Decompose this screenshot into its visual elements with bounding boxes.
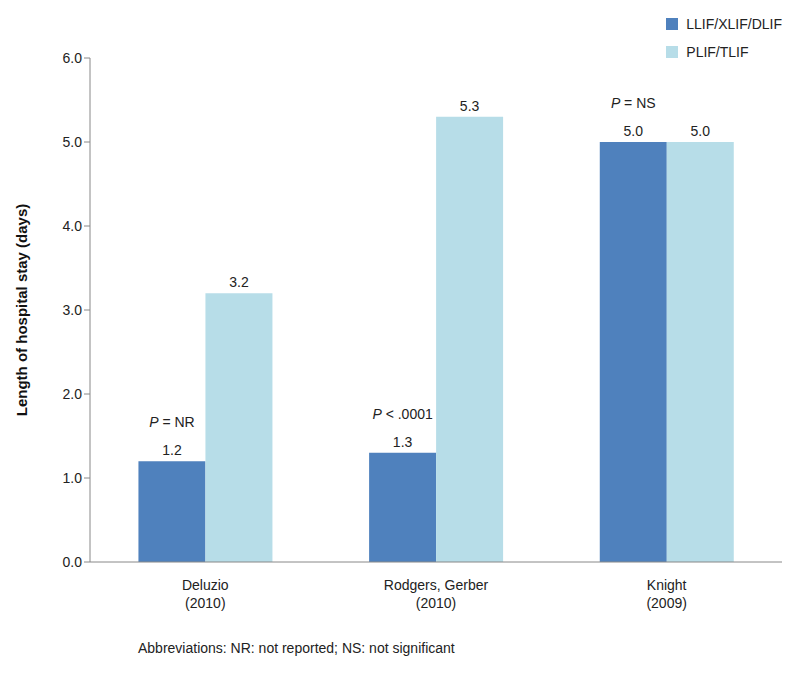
svg-text:Deluzio(2010): Deluzio(2010) bbox=[182, 577, 229, 611]
svg-text:2.0: 2.0 bbox=[63, 386, 83, 402]
svg-text:5.3: 5.3 bbox=[460, 98, 480, 114]
html-text:LLIF/XLIF/DLIF: LLIF/XLIF/DLIF bbox=[686, 16, 782, 32]
svg-text:0.0: 0.0 bbox=[63, 554, 83, 570]
svg-text:P < .0001: P < .0001 bbox=[372, 406, 433, 422]
svg-text:1.0: 1.0 bbox=[63, 470, 83, 486]
html-text:Abbreviations: NR: not reporte: Abbreviations: NR: not reported; NS: not… bbox=[138, 640, 455, 656]
svg-text:Rodgers, Gerber(2010): Rodgers, Gerber(2010) bbox=[384, 577, 489, 611]
svg-text:P = NR: P = NR bbox=[149, 414, 195, 430]
svg-text:4.0: 4.0 bbox=[63, 218, 83, 234]
svg-text:6.0: 6.0 bbox=[63, 50, 83, 66]
svg-text:1.3: 1.3 bbox=[393, 434, 413, 450]
svg-text:P = NS: P = NS bbox=[611, 95, 656, 111]
svg-text:3.0: 3.0 bbox=[63, 302, 83, 318]
svg-text:5.0: 5.0 bbox=[63, 134, 83, 150]
svg-text:5.0: 5.0 bbox=[624, 123, 644, 139]
html-text:PLIF/TLIF: PLIF/TLIF bbox=[686, 44, 749, 60]
svg-text:3.2: 3.2 bbox=[229, 274, 249, 290]
svg-text:1.2: 1.2 bbox=[162, 442, 182, 458]
svg-text:Length of hospital stay (days): Length of hospital stay (days) bbox=[13, 204, 30, 417]
svg-text:Knight(2009): Knight(2009) bbox=[646, 577, 686, 611]
svg-text:5.0: 5.0 bbox=[691, 123, 711, 139]
